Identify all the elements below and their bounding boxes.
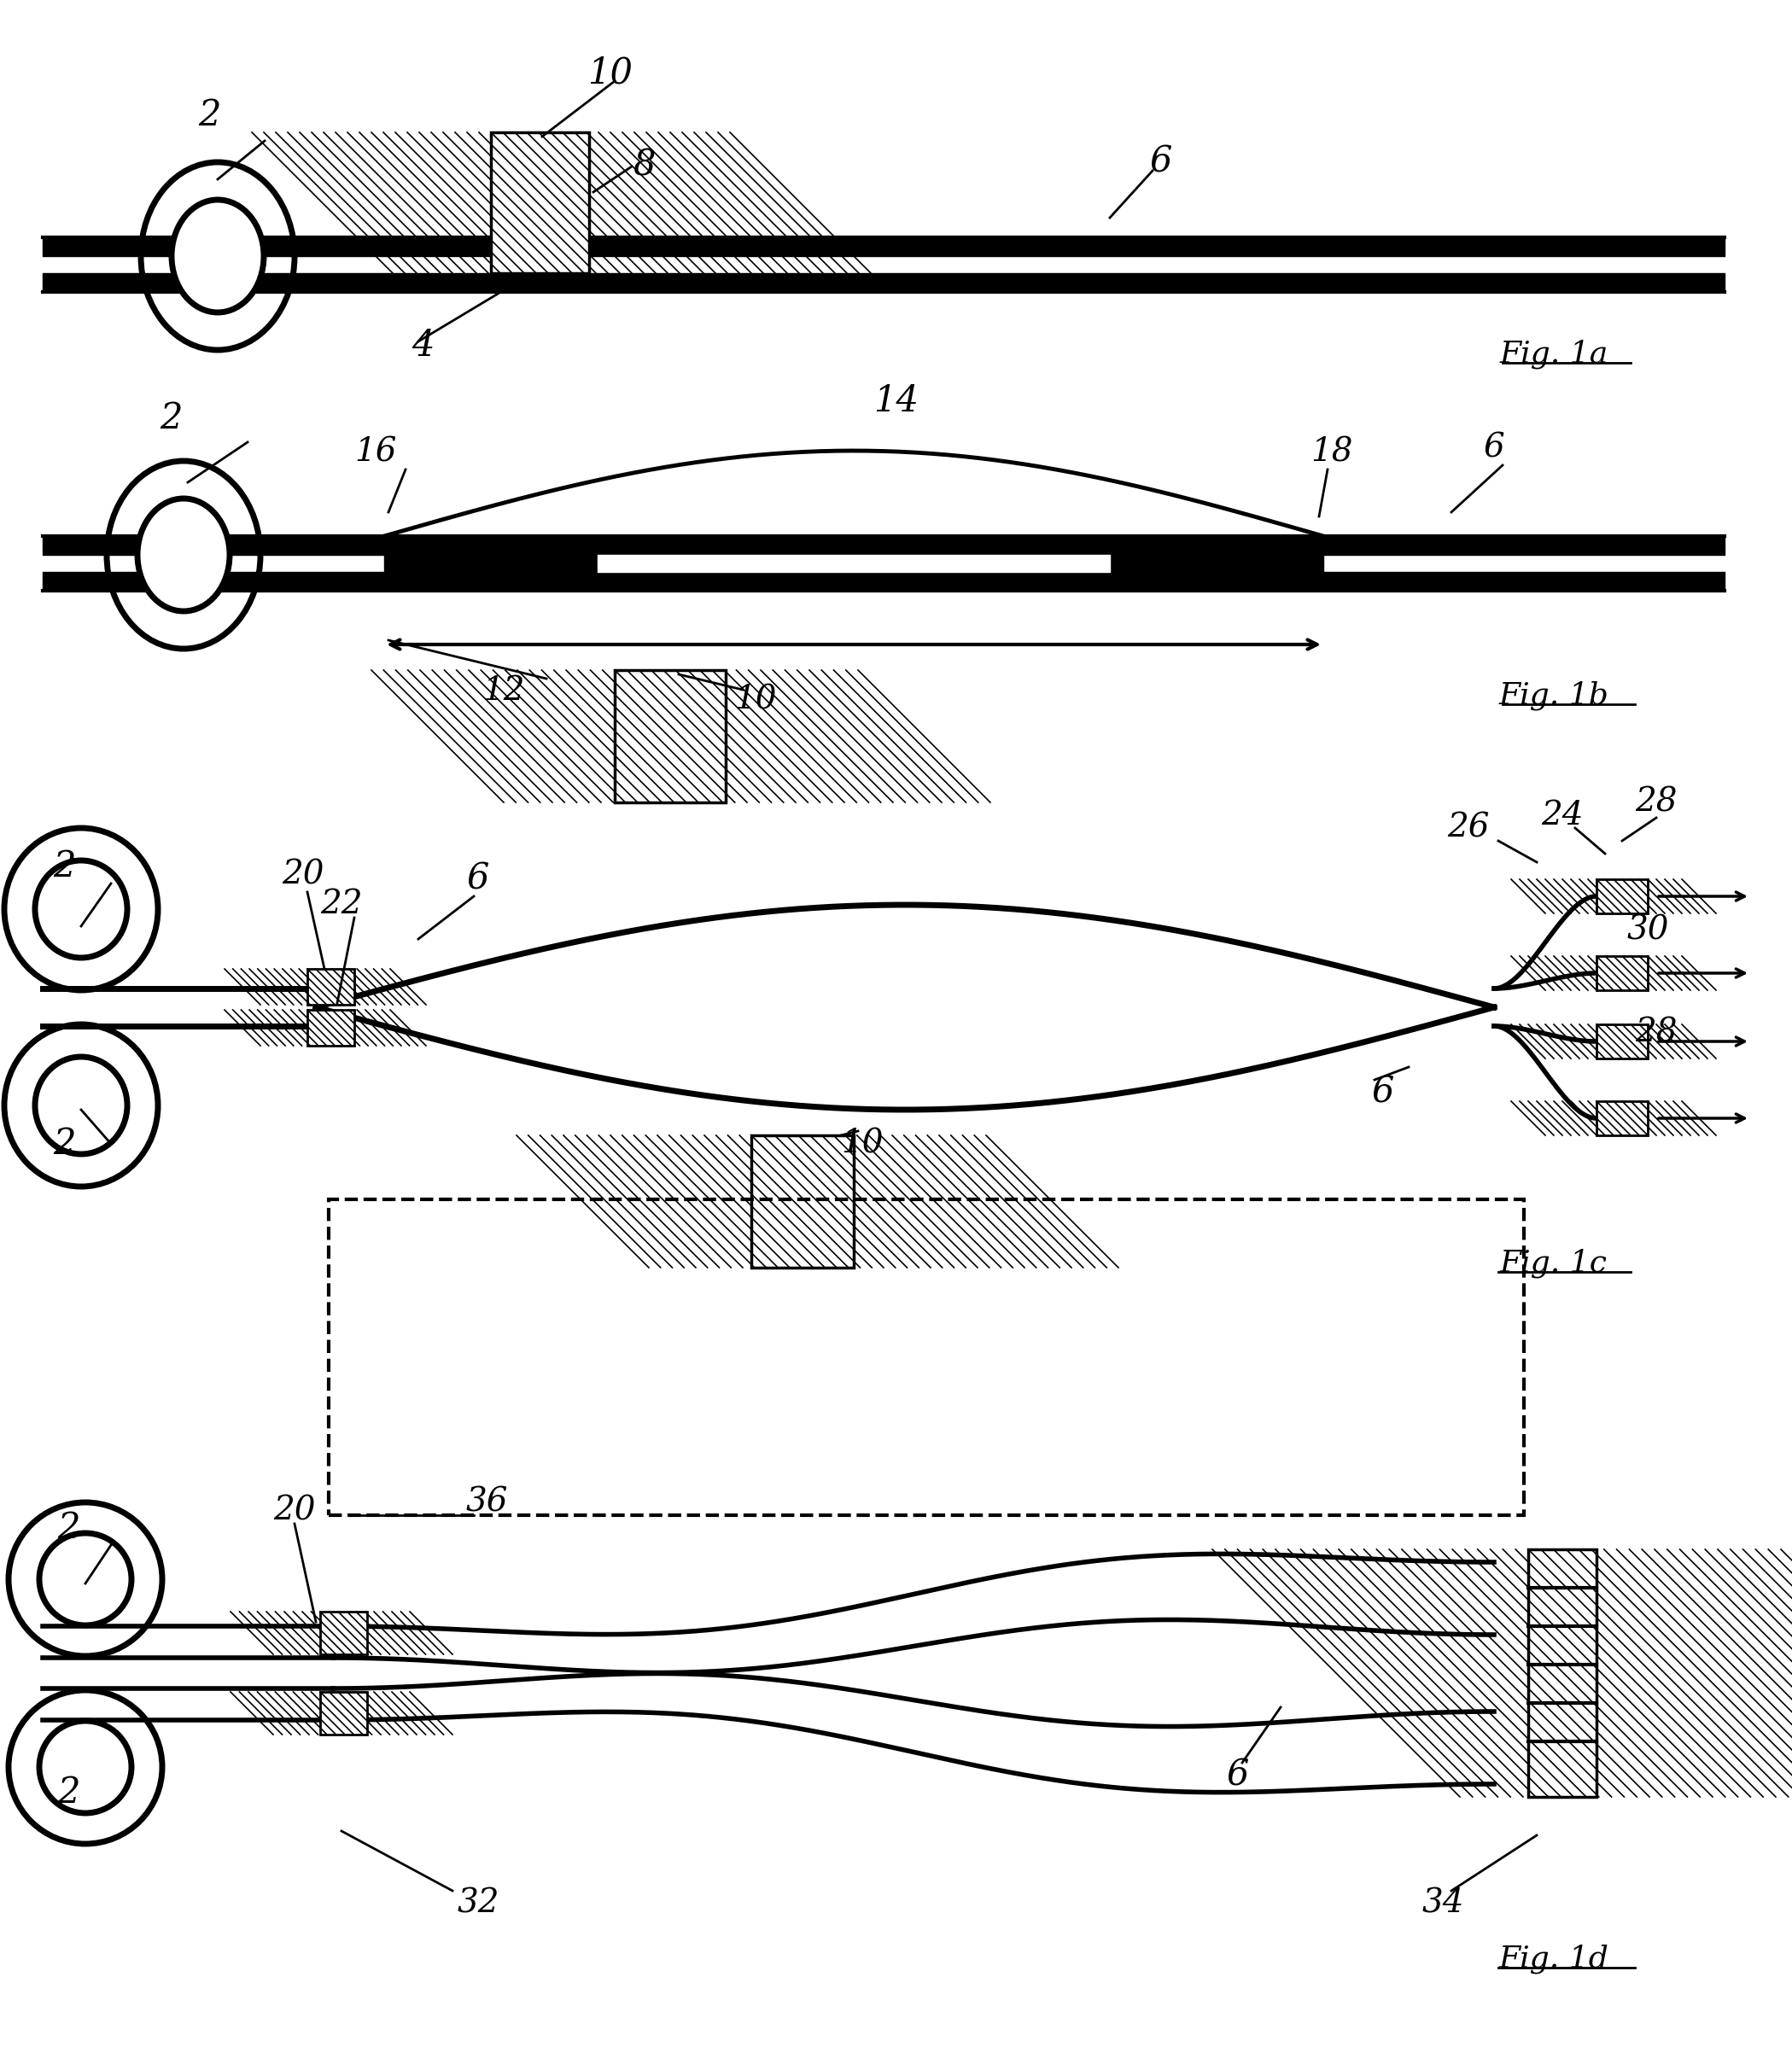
Bar xyxy=(321,1693,367,1734)
Ellipse shape xyxy=(138,499,229,612)
Bar xyxy=(321,1611,367,1654)
Text: 2: 2 xyxy=(52,1126,75,1163)
Text: 2: 2 xyxy=(159,401,183,436)
Text: Fig. 1d: Fig. 1d xyxy=(1498,1945,1609,1973)
Text: 20: 20 xyxy=(274,1494,315,1527)
Ellipse shape xyxy=(39,1722,131,1814)
Text: 36: 36 xyxy=(466,1486,507,1519)
Bar xyxy=(308,968,355,1005)
Text: 28: 28 xyxy=(1634,1017,1677,1048)
Text: 6: 6 xyxy=(1226,1758,1249,1793)
Text: 12: 12 xyxy=(482,676,525,706)
Ellipse shape xyxy=(172,201,263,313)
Text: 2: 2 xyxy=(57,1511,79,1545)
Bar xyxy=(615,669,726,802)
Text: 6: 6 xyxy=(466,862,489,897)
Ellipse shape xyxy=(36,860,127,958)
Text: 6: 6 xyxy=(1150,143,1172,180)
Text: 8: 8 xyxy=(633,147,656,182)
Bar xyxy=(1597,1024,1647,1058)
Text: 34: 34 xyxy=(1421,1887,1464,1920)
Text: Fig. 1c: Fig. 1c xyxy=(1500,1249,1607,1277)
Text: 22: 22 xyxy=(321,888,362,921)
Text: 2: 2 xyxy=(57,1775,79,1810)
Text: 10: 10 xyxy=(735,684,776,716)
Text: 16: 16 xyxy=(355,436,396,469)
Text: 2: 2 xyxy=(197,98,220,133)
Text: 24: 24 xyxy=(1541,800,1584,831)
Text: 10: 10 xyxy=(840,1128,883,1161)
Text: 26: 26 xyxy=(1448,813,1489,843)
Bar xyxy=(1597,956,1647,991)
Bar xyxy=(1597,1101,1647,1136)
Bar xyxy=(491,133,590,272)
Text: 6: 6 xyxy=(1484,432,1505,465)
Bar xyxy=(308,1009,355,1046)
Text: 30: 30 xyxy=(1627,915,1668,946)
Ellipse shape xyxy=(36,1056,127,1155)
Text: 4: 4 xyxy=(412,328,434,364)
Text: Fig. 1b: Fig. 1b xyxy=(1498,682,1609,710)
Text: 28: 28 xyxy=(1634,786,1677,819)
Text: 14: 14 xyxy=(874,383,919,420)
Text: 2: 2 xyxy=(52,850,75,884)
Text: 10: 10 xyxy=(588,55,633,90)
Bar xyxy=(328,1200,1523,1515)
Text: 18: 18 xyxy=(1310,436,1353,469)
Bar xyxy=(751,1136,853,1267)
Text: 6: 6 xyxy=(1371,1075,1394,1112)
Ellipse shape xyxy=(39,1533,131,1625)
Bar xyxy=(1529,1550,1597,1797)
Bar xyxy=(1597,880,1647,913)
Text: 20: 20 xyxy=(281,860,324,890)
Text: 32: 32 xyxy=(457,1887,500,1920)
Text: Fig. 1a: Fig. 1a xyxy=(1500,340,1607,368)
